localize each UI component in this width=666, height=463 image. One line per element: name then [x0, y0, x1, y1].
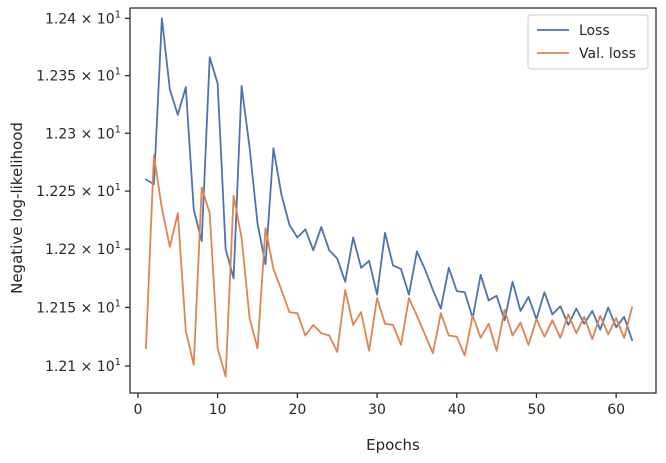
legend-label-loss: Loss	[579, 23, 610, 39]
y-tick-label: 1.225 × 101	[36, 182, 121, 200]
plot-frame	[129, 7, 657, 394]
y-tick-label: 1.23 × 101	[45, 124, 121, 142]
y-tick-label: 1.24 × 101	[45, 9, 121, 27]
x-tick-label: 30	[368, 402, 386, 418]
y-tick-label: 1.21 × 101	[45, 357, 121, 375]
legend-box	[527, 14, 649, 70]
x-tick-label: 40	[448, 402, 466, 418]
legend: Loss Val. loss	[527, 14, 649, 70]
x-tick-label: 20	[288, 402, 306, 418]
x-tick-label: 0	[134, 402, 143, 418]
y-tick-label: 1.235 × 101	[36, 67, 121, 85]
series-line-loss	[145, 17, 633, 342]
y-axis-label: Negative log-likelihood	[8, 122, 26, 294]
series-line-val-loss	[145, 154, 633, 378]
series-lines	[145, 17, 633, 378]
x-tick-label: 10	[209, 402, 227, 418]
x-tick-label: 50	[528, 402, 546, 418]
legend-label-val-loss: Val. loss	[579, 46, 636, 62]
x-axis-label: Epochs	[366, 436, 420, 454]
x-tick-label: 60	[607, 402, 625, 418]
y-tick-label: 1.22 × 101	[45, 240, 121, 258]
y-tick-label: 1.215 × 101	[36, 298, 121, 316]
axis-ticks: 0 10 20 30 40 50 60 1.21 × 101 1.215 × 101 1.22 ×…	[36, 9, 625, 418]
